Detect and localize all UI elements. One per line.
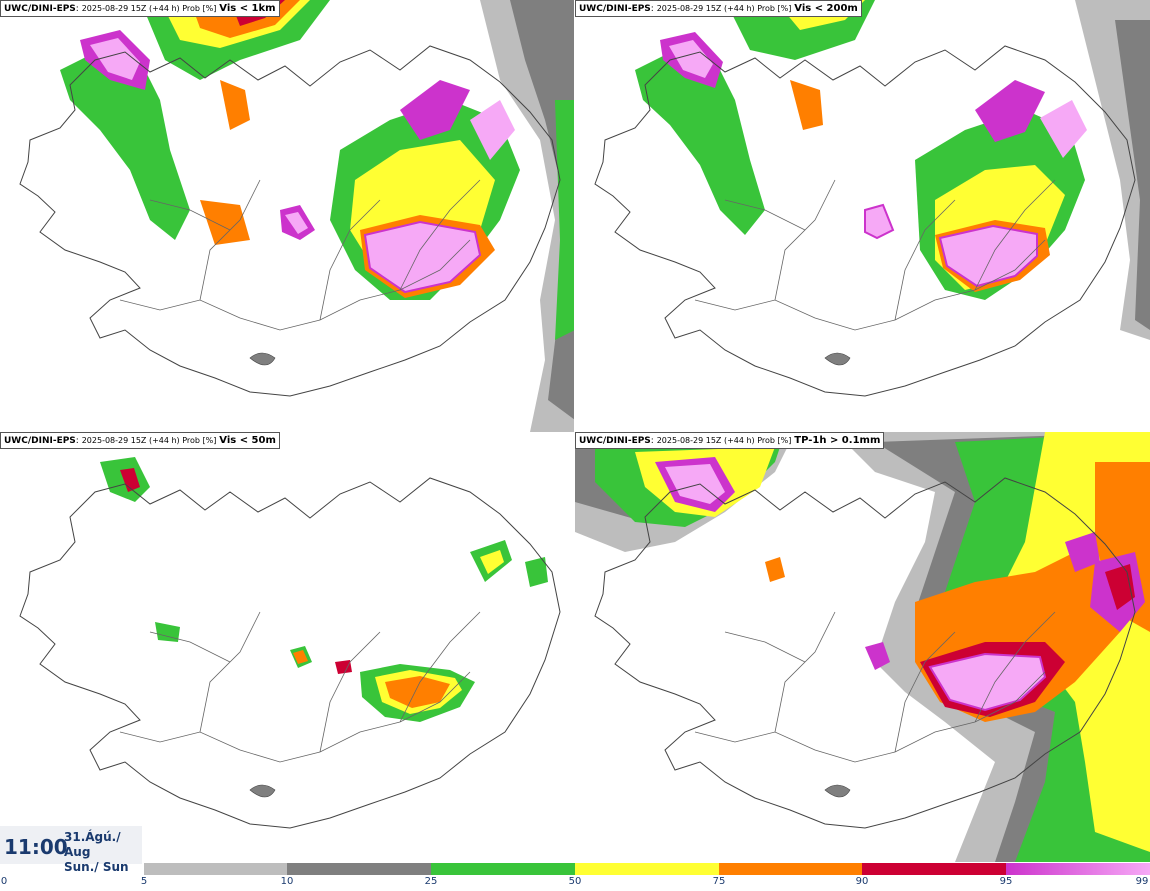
probability-map bbox=[575, 432, 1150, 862]
legend-bin-75-90 bbox=[719, 863, 862, 875]
panel-title: UWC/DINI-EPS: 2025-08-29 15Z (+44 h) Pro… bbox=[0, 432, 280, 449]
legend-bin-95-99 bbox=[1006, 863, 1150, 875]
legend-tick: 25 bbox=[424, 876, 438, 887]
variable-name: Vis < 50m bbox=[219, 435, 276, 446]
valid-date-line2: Sun./ Sun bbox=[64, 860, 129, 874]
panel-title: UWC/DINI-EPS: 2025-08-29 15Z (+44 h) Pro… bbox=[575, 0, 862, 17]
legend-bin-90-95 bbox=[862, 863, 1006, 875]
legend-tick: 75 bbox=[712, 876, 726, 887]
run-info: 2025-08-29 15Z (+44 h) Prob [%] bbox=[656, 436, 792, 445]
panel-divider bbox=[574, 0, 575, 862]
run-info: 2025-08-29 15Z (+44 h) Prob [%] bbox=[81, 436, 217, 445]
run-info: 2025-08-29 15Z (+44 h) Prob [%] bbox=[656, 4, 792, 13]
panel-title: UWC/DINI-EPS: 2025-08-29 15Z (+44 h) Pro… bbox=[0, 0, 280, 17]
valid-time-box: 11:00 31.Ágú./ Aug Sun./ Sun bbox=[0, 826, 142, 874]
map-panel-precip: UWC/DINI-EPS: 2025-08-29 15Z (+44 h) Pro… bbox=[575, 432, 1150, 862]
legend-tick: 99 bbox=[1135, 876, 1149, 887]
valid-date-line1: 31.Ágú./ Aug bbox=[64, 830, 121, 859]
run-info: 2025-08-29 15Z (+44 h) Prob [%] bbox=[81, 4, 217, 13]
variable-name: Vis < 1km bbox=[219, 3, 276, 14]
map-panel-vis-1km: UWC/DINI-EPS: 2025-08-29 15Z (+44 h) Pro… bbox=[0, 0, 575, 432]
legend-bin-10-25 bbox=[287, 863, 431, 875]
legend-tick: 0 bbox=[0, 876, 8, 887]
legend-bin-5-10 bbox=[144, 863, 287, 875]
model-name: UWC/DINI-EPS bbox=[4, 436, 76, 446]
legend-tick: 95 bbox=[999, 876, 1013, 887]
legend-bin-50-75 bbox=[575, 863, 719, 875]
panel-title: UWC/DINI-EPS: 2025-08-29 15Z (+44 h) Pro… bbox=[575, 432, 885, 449]
probability-map bbox=[594, 0, 1150, 397]
legend-tick: 90 bbox=[855, 876, 869, 887]
legend-tick: 10 bbox=[280, 876, 294, 887]
map-panel-vis-50m: UWC/DINI-EPS: 2025-08-29 15Z (+44 h) Pro… bbox=[0, 432, 575, 862]
map-panel-vis-200m: UWC/DINI-EPS: 2025-08-29 15Z (+44 h) Pro… bbox=[575, 0, 1150, 432]
valid-date: 31.Ágú./ Aug Sun./ Sun bbox=[64, 830, 142, 875]
legend-tick: 50 bbox=[568, 876, 582, 887]
model-name: UWC/DINI-EPS bbox=[579, 436, 651, 446]
model-name: UWC/DINI-EPS bbox=[579, 4, 651, 14]
legend-bin-25-50 bbox=[431, 863, 575, 875]
probability-map bbox=[19, 457, 561, 829]
probability-map bbox=[19, 0, 575, 432]
variable-name: TP-1h > 0.1mm bbox=[794, 435, 881, 446]
legend-tick: 5 bbox=[140, 876, 148, 887]
color-legend bbox=[144, 863, 1150, 875]
valid-time: 11:00 bbox=[4, 835, 68, 859]
variable-name: Vis < 200m bbox=[794, 3, 858, 14]
model-name: UWC/DINI-EPS bbox=[4, 4, 76, 14]
legend-ticks: 0 5 10 25 50 75 90 95 99 bbox=[0, 876, 1150, 890]
